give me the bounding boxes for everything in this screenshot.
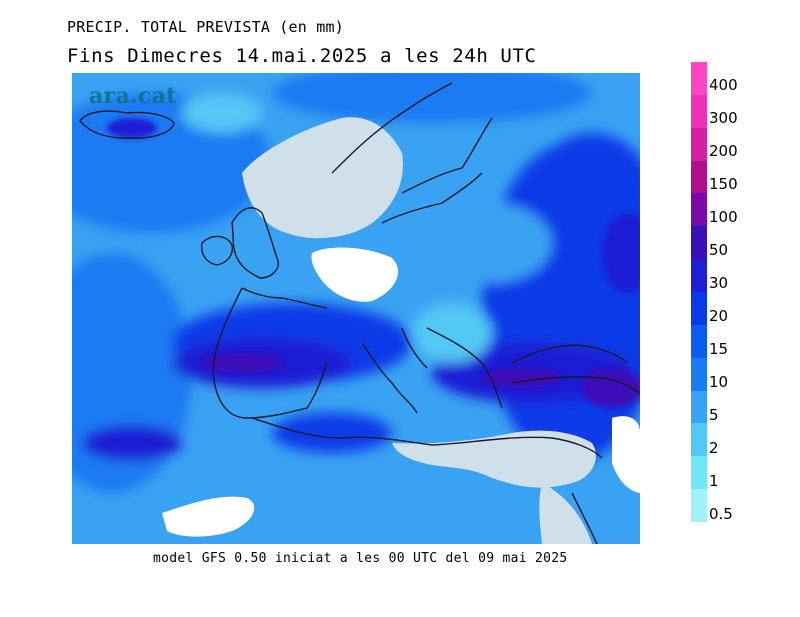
precip-zone (602, 213, 640, 293)
precip-zone (272, 413, 392, 453)
coast-iberia (212, 347, 328, 419)
dry-land-arabia (539, 483, 592, 544)
color-scale-label: 5 (709, 406, 719, 424)
color-scale-segment (691, 193, 707, 227)
map-title: PRECIP. TOTAL PREVISTA (en mm) (67, 18, 344, 36)
coast-france (216, 287, 328, 349)
color-scale-label: 100 (709, 208, 738, 226)
color-scale-labels: 400 300 200 150 100 50 30 20 15 10 5 2 1 0.5 (709, 62, 769, 532)
color-scale-segment (691, 127, 707, 161)
color-scale-label: 150 (709, 175, 738, 193)
color-scale-label: 200 (709, 142, 738, 160)
coast-balkans (426, 327, 503, 409)
precip-field-high (107, 118, 640, 408)
precip-zone (82, 425, 182, 461)
color-scale-label: 400 (709, 76, 738, 94)
precipitation-map (72, 73, 640, 544)
color-scale-segment (691, 489, 707, 523)
color-scale-segment (691, 456, 707, 490)
color-scale-label: 0.5 (709, 505, 733, 523)
coast-scandinavia (331, 82, 493, 194)
dry-land-scandinavia (242, 117, 403, 239)
color-scale-label: 50 (709, 241, 729, 259)
watermark-logo: ara.cat (89, 83, 177, 109)
color-scale-bar (691, 62, 707, 523)
color-scale-segment (691, 292, 707, 325)
color-scale-segment (691, 94, 707, 128)
color-scale-segment (691, 62, 707, 95)
color-scale-segment (691, 324, 707, 358)
color-scale-label: 2 (709, 439, 719, 457)
coast-baltic (381, 172, 483, 224)
coast-black-sea (511, 344, 628, 364)
coast-africa (251, 417, 603, 459)
coast-turkey (511, 376, 640, 394)
dry-sea-east-med (612, 416, 640, 493)
map-subtitle: Fins Dimecres 14.mai.2025 a les 24h UTC (67, 45, 537, 67)
color-scale-segment (691, 226, 707, 260)
coast-italy (361, 327, 428, 414)
color-scale-segment (691, 390, 707, 424)
color-scale-label: 300 (709, 109, 738, 127)
color-scale-segment (691, 160, 707, 194)
coast-iceland (79, 110, 175, 139)
color-scale-segment (691, 259, 707, 293)
model-run-info: model GFS 0.50 iniciat a les 00 UTC del … (153, 551, 568, 566)
precip-zone (482, 368, 562, 388)
color-scale-label: 1 (709, 472, 719, 490)
precip-zone (412, 303, 492, 363)
map-canvas (72, 73, 640, 544)
coast-red-sea (571, 492, 598, 544)
precip-zone (202, 353, 282, 373)
color-scale-segment (691, 357, 707, 391)
color-scale-segment (691, 423, 707, 457)
precip-field (72, 73, 640, 493)
coast-ireland (200, 235, 234, 266)
dry-sea-north-sea (311, 247, 399, 302)
color-scale-label: 30 (709, 274, 729, 292)
color-scale-label: 20 (709, 307, 729, 325)
precip-zone (432, 203, 552, 283)
precip-zone (272, 73, 592, 123)
precip-zone (107, 118, 157, 138)
color-scale-label: 10 (709, 373, 729, 391)
dry-sea-atlantic (162, 496, 255, 537)
precip-zone (182, 93, 262, 133)
coastlines (79, 82, 640, 544)
color-scale-label: 15 (709, 340, 729, 358)
coast-britain (231, 207, 279, 279)
